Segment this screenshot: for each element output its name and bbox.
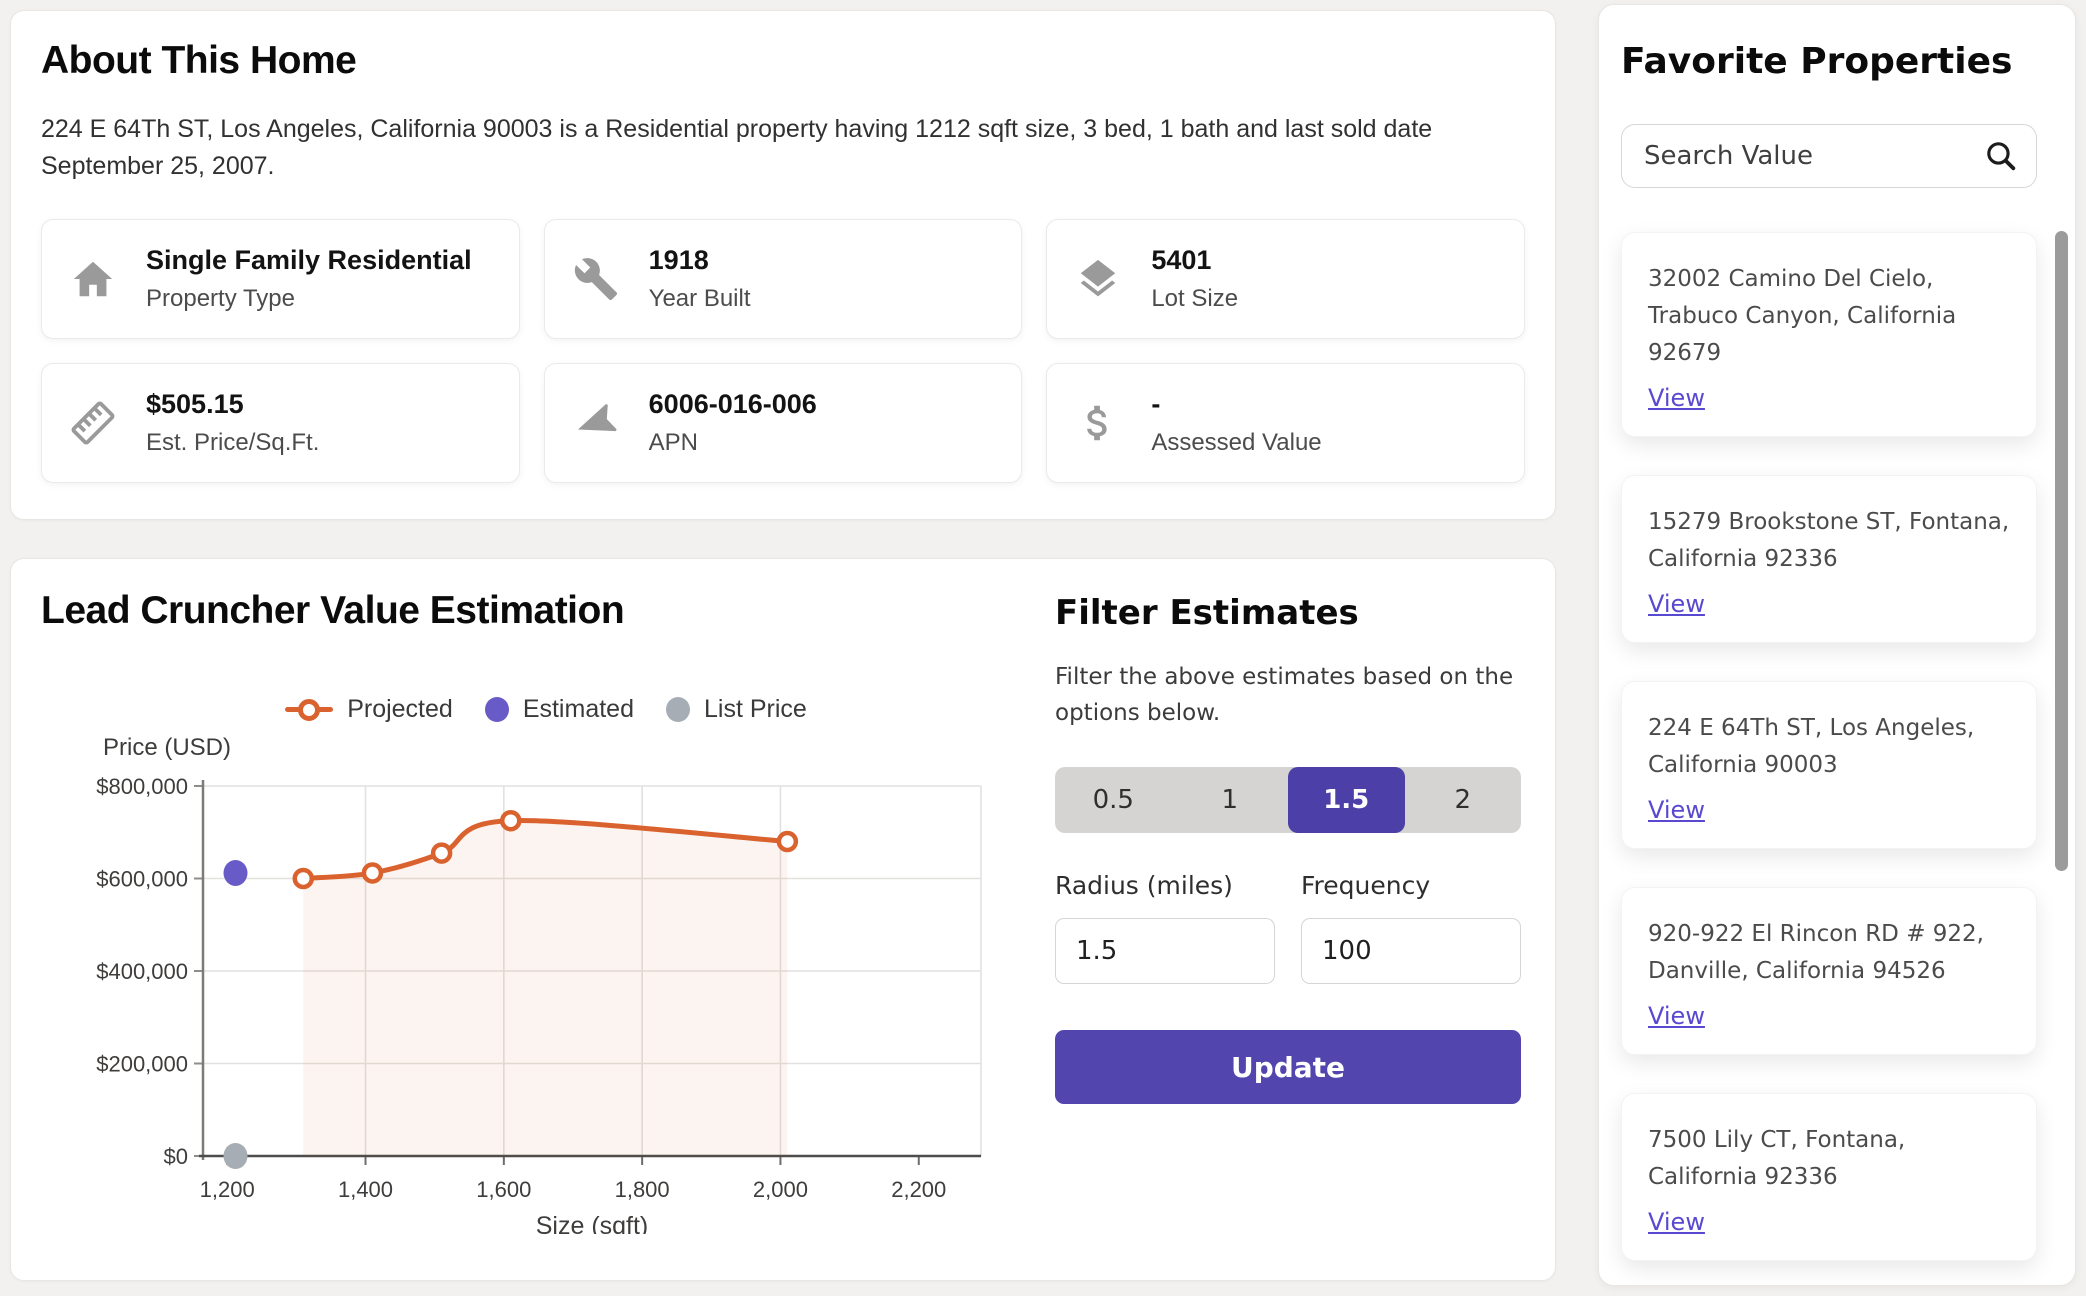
legend-estimated-label: Estimated <box>522 695 634 723</box>
svg-text:1,800: 1,800 <box>615 1177 670 1202</box>
tile-label: Est. Price/Sq.Ft. <box>146 429 320 456</box>
filter-inputs-row: Radius (miles) Frequency <box>1055 871 1521 984</box>
value-estimation-chart: $0 $200,000 $400,000 $600,000 $800,000 1,200 1… <box>96 774 982 1234</box>
favorites-title: Favorite Properties <box>1621 41 2013 82</box>
radius-input[interactable] <box>1055 918 1275 984</box>
tile-label: APN <box>648 429 699 456</box>
about-this-home-card: About This Home 224 E 64Th ST, Los Angel… <box>10 10 1556 520</box>
chart-legend: Projected Estimated List Price <box>96 695 996 724</box>
y-axis-title: Price (USD) <box>103 734 232 761</box>
svg-text:$800,000: $800,000 <box>96 774 188 799</box>
search-input[interactable] <box>1621 124 2037 188</box>
segment-0-5[interactable]: 0.5 <box>1055 767 1172 833</box>
view-link[interactable]: View <box>1648 1208 1705 1236</box>
layers-icon <box>1075 256 1121 302</box>
search-box <box>1621 124 2037 188</box>
legend-item-projected: Projected <box>285 695 453 724</box>
svg-text:$0: $0 <box>164 1144 188 1169</box>
tile-value: 6006-016-006 <box>648 389 817 419</box>
tile-label: Property Type <box>146 285 295 312</box>
legend-item-estimated: Estimated <box>484 695 634 724</box>
view-link[interactable]: View <box>1648 590 1705 618</box>
radius-segmented-control: 0.5 1 1.5 2 <box>1055 767 1521 833</box>
property-address: 7500 Lily CT, Fontana, California 92336 <box>1648 1127 1906 1190</box>
filter-title: Filter Estimates <box>1055 593 1359 633</box>
home-icon <box>70 256 116 302</box>
tile-apn: 6006-016-006 APN <box>543 363 1023 483</box>
estimated-dot-icon <box>484 697 509 722</box>
chart-column: Lead Cruncher Value Estimation Projected… <box>41 589 1031 1250</box>
svg-text:1,200: 1,200 <box>200 1177 255 1202</box>
property-card: 920-922 El Rincon RD # 922, Danville, Ca… <box>1621 887 2037 1055</box>
about-description: 224 E 64Th ST, Los Angeles, California 9… <box>41 115 1433 180</box>
frequency-label: Frequency <box>1301 871 1431 900</box>
radius-label: Radius (miles) <box>1055 871 1233 900</box>
update-button[interactable]: Update <box>1055 1030 1521 1104</box>
tile-value: Single Family Residential <box>146 245 472 275</box>
tile-est-price-sqft: $505.15 Est. Price/Sq.Ft. <box>41 363 520 483</box>
sidebar-scrollbar[interactable] <box>2055 231 2068 871</box>
favorites-list: 32002 Camino Del Cielo, Trabuco Canyon, … <box>1621 232 2037 1285</box>
frequency-field: Frequency <box>1301 871 1521 984</box>
ruler-icon <box>70 400 116 446</box>
property-card: 7500 Lily CT, Fontana, California 92336 … <box>1621 1093 2037 1261</box>
main-column: About This Home 224 E 64Th ST, Los Angel… <box>10 10 1556 1281</box>
tile-assessed-value: - Assessed Value <box>1046 363 1525 483</box>
value-estimation-card: Lead Cruncher Value Estimation Projected… <box>10 558 1556 1281</box>
svg-text:$200,000: $200,000 <box>96 1052 188 1077</box>
tile-year-built: 1918 Year Built <box>543 219 1023 339</box>
projected-line-marker-icon <box>285 698 334 721</box>
property-address: 920-922 El Rincon RD # 922, Danville, Ca… <box>1648 921 1984 984</box>
property-address: 32002 Camino Del Cielo, Trabuco Canyon, … <box>1648 266 1957 366</box>
legend-item-list-price: List Price <box>665 695 807 724</box>
legend-projected-label: Projected <box>347 695 453 723</box>
property-address: 224 E 64Th ST, Los Angeles, California 9… <box>1648 715 1975 778</box>
svg-text:1,600: 1,600 <box>476 1177 531 1202</box>
info-tiles: Single Family Residential Property Type … <box>41 219 1525 483</box>
property-card: 15279 Brookstone ST, Fontana, California… <box>1621 475 2037 643</box>
property-address: 15279 Brookstone ST, Fontana, California… <box>1648 509 2010 572</box>
list-price-dot-icon <box>665 697 690 722</box>
view-link[interactable]: View <box>1648 796 1705 824</box>
tile-label: Lot Size <box>1151 285 1239 312</box>
tile-lot-size: 5401 Lot Size <box>1046 219 1525 339</box>
view-link[interactable]: View <box>1648 384 1705 412</box>
tile-label: Year Built <box>648 285 751 312</box>
favorite-properties-panel: Favorite Properties 32002 Camino Del Cie… <box>1598 4 2076 1286</box>
frequency-input[interactable] <box>1301 918 1521 984</box>
filter-description: Filter the above estimates based on the … <box>1055 664 1514 726</box>
filter-estimates-panel: Filter Estimates Filter the above estima… <box>1055 589 1521 1250</box>
radius-field: Radius (miles) <box>1055 871 1275 984</box>
property-card: 224 E 64Th ST, Los Angeles, California 9… <box>1621 681 2037 849</box>
segment-1-5[interactable]: 1.5 <box>1288 767 1405 833</box>
property-card: 32002 Camino Del Cielo, Trabuco Canyon, … <box>1621 232 2037 437</box>
tile-property-type: Single Family Residential Property Type <box>41 219 520 339</box>
svg-text:1,400: 1,400 <box>338 1177 393 1202</box>
tile-value: 5401 <box>1151 245 1212 275</box>
tile-value: $505.15 <box>146 389 244 419</box>
segment-2[interactable]: 2 <box>1405 767 1522 833</box>
svg-text:2,200: 2,200 <box>891 1177 946 1202</box>
svg-text:$600,000: $600,000 <box>96 867 188 892</box>
wrench-icon <box>573 256 619 302</box>
tile-value: - <box>1151 389 1161 419</box>
legend-list-price-label: List Price <box>703 695 807 723</box>
svg-text:$400,000: $400,000 <box>96 959 188 984</box>
navigation-icon <box>573 400 619 446</box>
tile-label: Assessed Value <box>1151 429 1322 456</box>
svg-text:Size (sqft): Size (sqft) <box>536 1212 649 1234</box>
tile-value: 1918 <box>648 245 709 275</box>
about-title: About This Home <box>41 39 357 82</box>
search-icon[interactable] <box>1984 139 2017 172</box>
view-link[interactable]: View <box>1648 1002 1705 1030</box>
segment-1[interactable]: 1 <box>1172 767 1289 833</box>
estimation-title: Lead Cruncher Value Estimation <box>41 589 625 632</box>
dollar-icon <box>1075 400 1121 446</box>
svg-text:2,000: 2,000 <box>753 1177 808 1202</box>
